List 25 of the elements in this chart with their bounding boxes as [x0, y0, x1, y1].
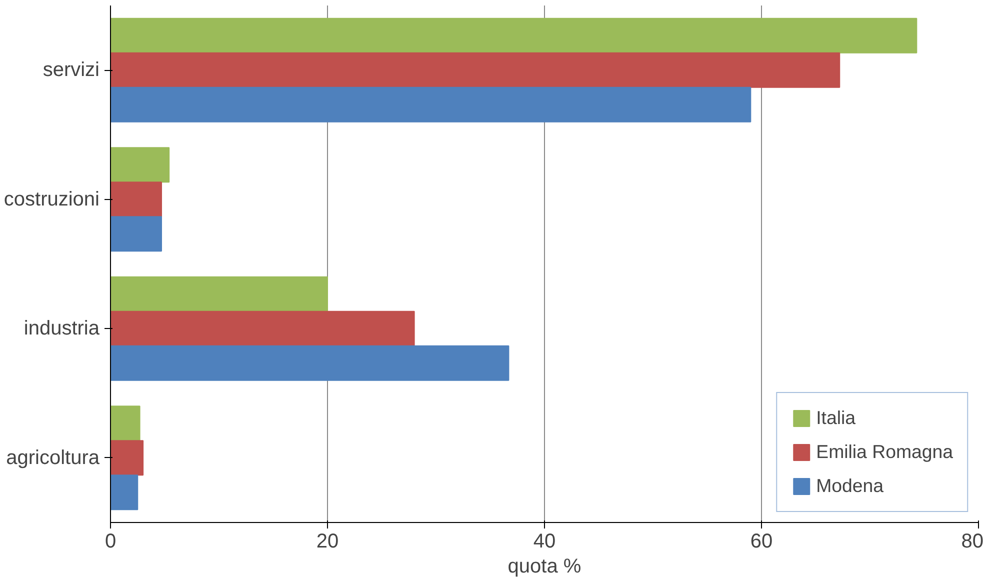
x-tick-label: 20 [316, 530, 339, 552]
bar [110, 86, 752, 122]
y-tick-label: costruzioni [4, 188, 100, 210]
bar [110, 216, 162, 252]
x-tick-label: 40 [533, 530, 556, 552]
legend-label: Italia [816, 407, 856, 429]
bar [110, 406, 140, 442]
bar [110, 345, 510, 381]
y-tick-label: agricoltura [6, 446, 100, 469]
bar [110, 310, 415, 346]
x-tick-label: 60 [750, 530, 773, 552]
bar [110, 18, 918, 54]
bar [110, 276, 328, 312]
x-axis-title: quota % [508, 556, 582, 578]
bar [110, 52, 840, 88]
y-tick-label: industria [24, 318, 100, 340]
bar [110, 440, 144, 476]
bar [110, 474, 138, 510]
y-tick-label: servizi [42, 59, 100, 82]
bar [110, 147, 170, 183]
legend-label: Emilia Romagna [816, 441, 953, 463]
x-tick-label: 0 [104, 530, 116, 552]
legend-label: Modena [816, 475, 884, 497]
x-tick-label: 80 [961, 530, 983, 552]
bar [110, 182, 162, 218]
